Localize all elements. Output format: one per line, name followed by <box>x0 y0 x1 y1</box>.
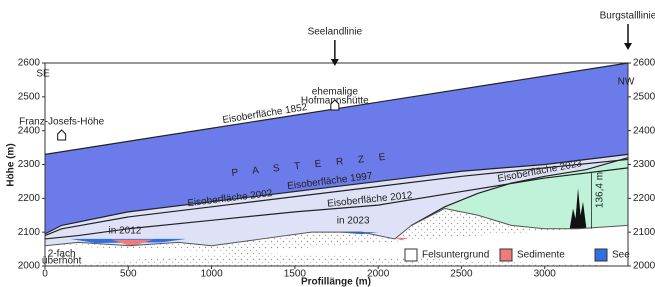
legend-label: Sedimente <box>517 250 565 261</box>
arrow-head <box>624 43 632 50</box>
annotation: NW <box>618 77 635 88</box>
annotation: Burgstalllinie <box>600 11 655 22</box>
y-tick-label: 2000 <box>633 261 655 272</box>
y-tick-label: 2100 <box>633 227 655 238</box>
y-tick-label: 2600 <box>633 58 655 69</box>
y-tick-label: 2300 <box>633 159 655 170</box>
y-tick-label: 2100 <box>18 227 41 238</box>
x-tick-label: 3000 <box>534 269 557 280</box>
x-axis-label: Profillänge (m) <box>301 277 371 287</box>
annotation: Franz-Josefs-Höhe <box>19 117 104 128</box>
legend-swatch <box>500 249 512 261</box>
y-tick-label: 2000 <box>18 261 41 272</box>
annotation: in 2023 <box>337 216 370 227</box>
x-tick-label: 1500 <box>284 269 307 280</box>
legend-swatch <box>405 249 417 261</box>
y-axis-label: Höhe (m) <box>6 143 17 186</box>
annotation: SE <box>36 69 50 80</box>
chart: Höhe (m) Profillänge (m) Eisoberfläche 1… <box>0 0 655 287</box>
legend-swatch <box>595 249 607 261</box>
y-tick-label: 2200 <box>633 193 655 204</box>
y-tick-label: 2500 <box>18 91 41 102</box>
y-tick-label: 2200 <box>18 193 41 204</box>
legend-label: See <box>612 250 630 261</box>
annotation: in 2012 <box>109 226 142 237</box>
x-tick-label: 500 <box>120 269 137 280</box>
x-tick-label: 0 <box>42 269 48 280</box>
hut-icon <box>58 130 66 140</box>
annotation: überhöht <box>42 256 82 267</box>
legend-label: Felsuntergrund <box>422 250 489 261</box>
annotation: 136,4 m <box>594 172 605 208</box>
annotation: Seelandlinie <box>308 27 363 38</box>
y-tick-label: 2500 <box>633 91 655 102</box>
x-tick-label: 2000 <box>367 269 390 280</box>
x-tick-label: 2500 <box>450 269 473 280</box>
y-tick-label: 2600 <box>18 58 41 69</box>
y-tick-label: 2300 <box>18 159 41 170</box>
x-tick-label: 1000 <box>200 269 223 280</box>
y-tick-label: 2400 <box>633 125 655 136</box>
